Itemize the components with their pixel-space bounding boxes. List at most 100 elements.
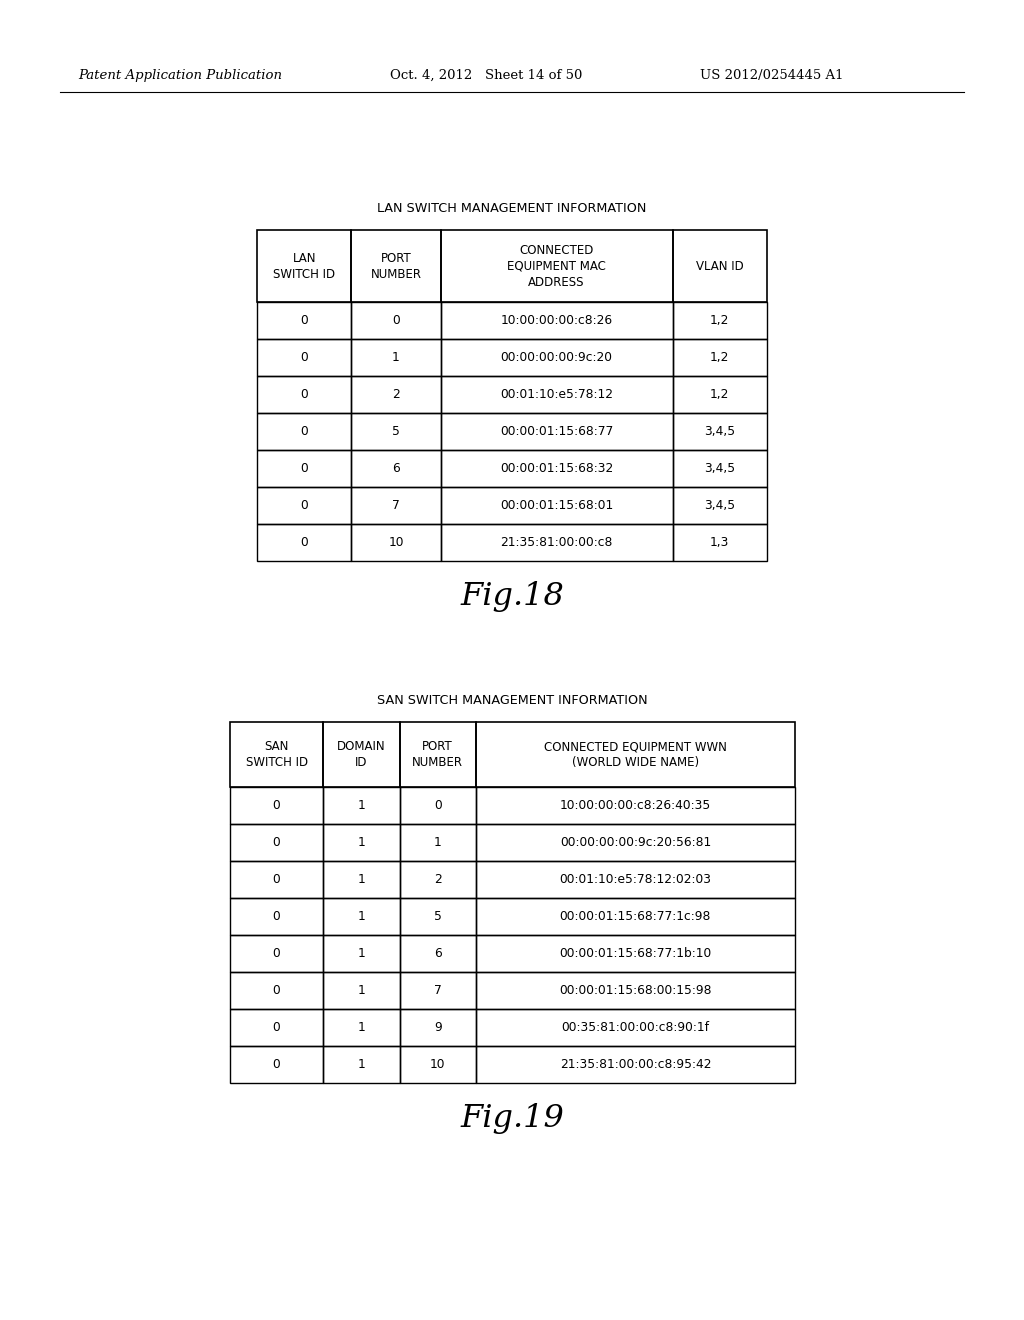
Text: 1: 1 [357, 1020, 366, 1034]
Text: 0: 0 [300, 499, 308, 512]
Text: SAN SWITCH MANAGEMENT INFORMATION: SAN SWITCH MANAGEMENT INFORMATION [377, 693, 648, 706]
Bar [324, 824, 399, 861]
Bar [257, 450, 351, 487]
Bar [257, 413, 351, 450]
Bar [351, 339, 440, 376]
Bar [230, 935, 324, 972]
Text: SAN
SWITCH ID: SAN SWITCH ID [246, 741, 307, 770]
Bar [230, 1045, 324, 1082]
Bar [351, 487, 440, 524]
Bar [673, 230, 767, 302]
Bar [399, 935, 476, 972]
Text: 0: 0 [300, 314, 308, 327]
Text: 1: 1 [434, 836, 441, 849]
Bar [324, 722, 399, 787]
Text: 5: 5 [434, 909, 441, 923]
Bar [440, 339, 673, 376]
Text: Patent Application Publication: Patent Application Publication [78, 69, 282, 82]
Text: 6: 6 [392, 462, 399, 475]
Text: 0: 0 [300, 536, 308, 549]
Bar [257, 524, 351, 561]
Text: 00:00:01:15:68:77:1c:98: 00:00:01:15:68:77:1c:98 [560, 909, 711, 923]
Bar [476, 935, 795, 972]
Bar [351, 230, 440, 302]
Text: 1: 1 [392, 351, 399, 364]
Bar [476, 824, 795, 861]
Bar [476, 1045, 795, 1082]
Bar [673, 413, 767, 450]
Bar [440, 302, 673, 339]
Text: 10: 10 [430, 1059, 445, 1071]
Text: 0: 0 [300, 462, 308, 475]
Bar [257, 302, 351, 339]
Text: 3,4,5: 3,4,5 [705, 499, 735, 512]
Text: 00:00:01:15:68:01: 00:00:01:15:68:01 [500, 499, 613, 512]
Text: 3,4,5: 3,4,5 [705, 462, 735, 475]
Text: 0: 0 [272, 873, 281, 886]
Text: 00:00:01:15:68:32: 00:00:01:15:68:32 [500, 462, 613, 475]
Text: Oct. 4, 2012   Sheet 14 of 50: Oct. 4, 2012 Sheet 14 of 50 [390, 69, 583, 82]
Text: US 2012/0254445 A1: US 2012/0254445 A1 [700, 69, 844, 82]
Bar [257, 230, 351, 302]
Text: 2: 2 [392, 388, 399, 401]
Bar [230, 722, 324, 787]
Bar [257, 487, 351, 524]
Bar [673, 339, 767, 376]
Bar [673, 487, 767, 524]
Text: 1: 1 [357, 983, 366, 997]
Bar [324, 1045, 399, 1082]
Text: 00:01:10:e5:78:12: 00:01:10:e5:78:12 [500, 388, 613, 401]
Bar [476, 972, 795, 1008]
Text: PORT
NUMBER: PORT NUMBER [371, 252, 422, 281]
Bar [351, 450, 440, 487]
Text: PORT
NUMBER: PORT NUMBER [412, 741, 463, 770]
Text: 0: 0 [272, 1020, 281, 1034]
Text: 10:00:00:00:c8:26: 10:00:00:00:c8:26 [501, 314, 612, 327]
Bar [324, 1008, 399, 1045]
Bar [230, 1008, 324, 1045]
Bar [324, 935, 399, 972]
Text: 1,3: 1,3 [710, 536, 729, 549]
Text: 00:00:00:00:9c:20:56:81: 00:00:00:00:9c:20:56:81 [560, 836, 711, 849]
Text: 1: 1 [357, 836, 366, 849]
Bar [399, 1045, 476, 1082]
Bar [399, 898, 476, 935]
Bar [673, 376, 767, 413]
Text: 10:00:00:00:c8:26:40:35: 10:00:00:00:c8:26:40:35 [560, 799, 711, 812]
Text: LAN
SWITCH ID: LAN SWITCH ID [273, 252, 335, 281]
Text: 00:00:01:15:68:00:15:98: 00:00:01:15:68:00:15:98 [559, 983, 712, 997]
Text: 21:35:81:00:00:c8:95:42: 21:35:81:00:00:c8:95:42 [560, 1059, 711, 1071]
Text: 1: 1 [357, 1059, 366, 1071]
Bar [230, 787, 324, 824]
Bar [324, 898, 399, 935]
Bar [440, 230, 673, 302]
Text: 3,4,5: 3,4,5 [705, 425, 735, 438]
Text: 21:35:81:00:00:c8: 21:35:81:00:00:c8 [501, 536, 612, 549]
Bar [673, 524, 767, 561]
Bar [399, 972, 476, 1008]
Text: 00:00:01:15:68:77: 00:00:01:15:68:77 [500, 425, 613, 438]
Text: 0: 0 [300, 425, 308, 438]
Bar [476, 722, 795, 787]
Text: 1,2: 1,2 [710, 388, 729, 401]
Bar [351, 524, 440, 561]
Text: 0: 0 [272, 909, 281, 923]
Text: 0: 0 [272, 836, 281, 849]
Bar [476, 787, 795, 824]
Text: 0: 0 [434, 799, 441, 812]
Text: Fig.18: Fig.18 [460, 581, 564, 611]
Text: 0: 0 [272, 946, 281, 960]
Text: DOMAIN
ID: DOMAIN ID [337, 741, 386, 770]
Bar [399, 722, 476, 787]
Text: 00:00:01:15:68:77:1b:10: 00:00:01:15:68:77:1b:10 [559, 946, 712, 960]
Text: 10: 10 [388, 536, 403, 549]
Text: 0: 0 [272, 1059, 281, 1071]
Text: VLAN ID: VLAN ID [696, 260, 743, 272]
Bar [476, 898, 795, 935]
Text: 7: 7 [434, 983, 441, 997]
Bar [257, 376, 351, 413]
Text: Fig.19: Fig.19 [461, 1102, 564, 1134]
Text: 1: 1 [357, 873, 366, 886]
Bar [324, 861, 399, 898]
Text: 6: 6 [434, 946, 441, 960]
